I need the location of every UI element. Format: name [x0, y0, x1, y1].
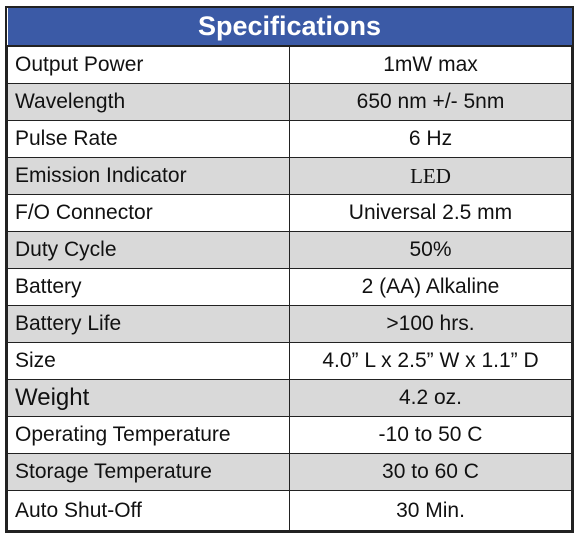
spec-value: 30 Min.: [289, 490, 572, 531]
spec-row: Output Power 1mW max: [7, 45, 572, 84]
table-body: Output Power 1mW max Wavelength 650 nm +/- …: [7, 45, 572, 531]
spec-row: Emission Indicator LED: [7, 157, 572, 195]
spec-value: >100 hrs.: [289, 305, 572, 343]
spec-label: Output Power: [7, 45, 290, 84]
spec-value: 4.2 oz.: [289, 379, 572, 417]
spec-row: Operating Temperature -10 to 50 C: [7, 416, 572, 454]
spec-row: Battery 2 (AA) Alkaline: [7, 268, 572, 306]
spec-value: Universal 2.5 mm: [289, 194, 572, 232]
spec-row: Storage Temperature 30 to 60 C: [7, 453, 572, 491]
spec-label: Battery: [7, 268, 290, 306]
spec-value: 4.0” L x 2.5” W x 1.1” D: [289, 342, 572, 380]
spec-value: 50%: [289, 231, 572, 269]
spec-row: F/O Connector Universal 2.5 mm: [7, 194, 572, 232]
spec-row: Auto Shut-Off 30 Min.: [7, 490, 572, 531]
spec-value: 1mW max: [289, 45, 572, 84]
spec-table: Specifications Output Power 1mW max Wavele…: [7, 8, 572, 531]
spec-label: Weight: [7, 379, 290, 417]
spec-value: 2 (AA) Alkaline: [289, 268, 572, 306]
spec-label: Battery Life: [7, 305, 290, 343]
spec-row: Battery Life >100 hrs.: [7, 305, 572, 343]
spec-label: Auto Shut-Off: [7, 490, 290, 531]
spec-row: Pulse Rate 6 Hz: [7, 120, 572, 158]
spec-value: -10 to 50 C: [289, 416, 572, 454]
spec-label: Duty Cycle: [7, 231, 290, 269]
spec-row: Size 4.0” L x 2.5” W x 1.1” D: [7, 342, 572, 380]
spec-value: 6 Hz: [289, 120, 572, 158]
spec-row: Duty Cycle 50%: [7, 231, 572, 269]
spec-label: Emission Indicator: [7, 157, 290, 195]
spec-table-frame: Specifications Output Power 1mW max Wavele…: [5, 6, 574, 533]
spec-value: 650 nm +/- 5nm: [289, 83, 572, 121]
header-row: Specifications: [7, 8, 572, 47]
spec-row: Wavelength 650 nm +/- 5nm: [7, 83, 572, 121]
spec-label: Storage Temperature: [7, 453, 290, 491]
spec-label: Wavelength: [7, 83, 290, 121]
spec-value: 30 to 60 C: [289, 453, 572, 491]
spec-row: Weight 4.2 oz.: [7, 379, 572, 417]
spec-label: F/O Connector: [7, 194, 290, 232]
table-title: Specifications: [7, 8, 572, 47]
spec-label: Size: [7, 342, 290, 380]
spec-label: Pulse Rate: [7, 120, 290, 158]
spec-value: LED: [289, 157, 572, 195]
spec-label: Operating Temperature: [7, 416, 290, 454]
